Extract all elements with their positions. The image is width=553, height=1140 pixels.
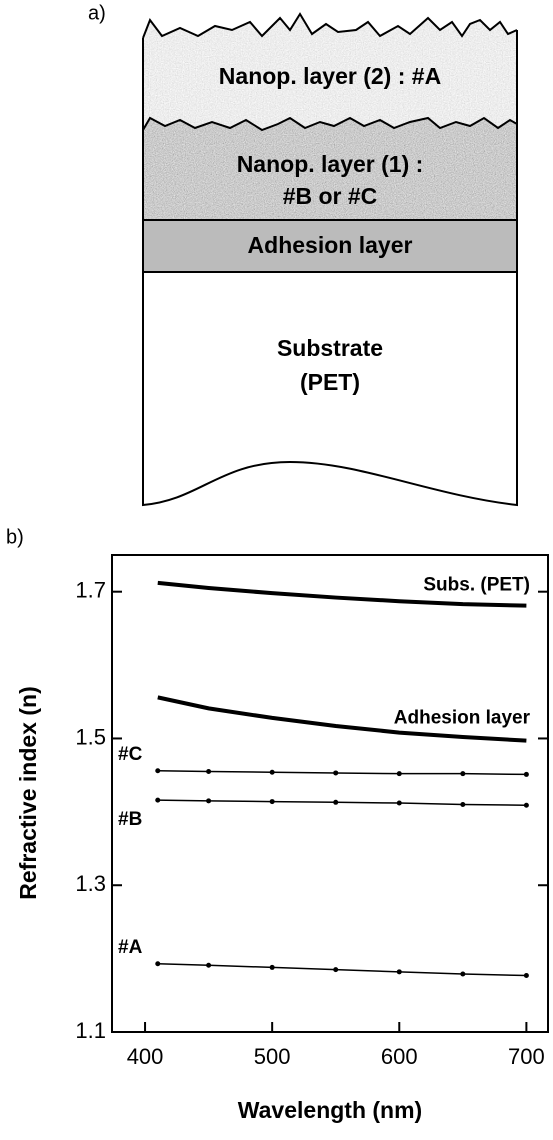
x-axis-label: Wavelength (nm) — [238, 1097, 422, 1123]
point — [206, 768, 212, 774]
series-label: #A — [118, 937, 143, 958]
point — [523, 802, 529, 808]
y-tick-label: 1.5 — [75, 724, 106, 749]
panel-label: a) — [88, 2, 106, 24]
x-tick-label: 700 — [508, 1044, 545, 1069]
point — [269, 769, 275, 775]
y-tick-label: 1.1 — [75, 1018, 106, 1043]
y-axis-label: Refractive index (n) — [15, 686, 41, 899]
series-label: Subs. (PET) — [423, 575, 530, 596]
point — [206, 798, 212, 804]
series-line — [157, 963, 527, 977]
series-label: #C — [118, 744, 143, 765]
layer-label: Nanop. layer (1) : — [237, 151, 424, 177]
point — [523, 771, 529, 777]
x-tick-label: 500 — [254, 1044, 291, 1069]
point — [269, 799, 275, 805]
substrate-layer — [142, 271, 518, 507]
point — [396, 969, 402, 975]
surface-outline — [142, 12, 518, 39]
layer-label: #B or #C — [283, 183, 378, 209]
point — [396, 800, 402, 806]
x-tick-label: 400 — [127, 1044, 164, 1069]
series-line — [157, 580, 527, 608]
y-tick-label: 1.3 — [75, 871, 106, 896]
point — [155, 768, 161, 774]
series-label: Adhesion layer — [394, 708, 531, 729]
adhesion-layer — [142, 219, 518, 273]
series-line — [157, 695, 527, 743]
series-line — [157, 770, 527, 776]
point — [269, 964, 275, 970]
point — [333, 770, 339, 776]
point — [333, 799, 339, 805]
panel-label: b) — [6, 526, 24, 548]
point — [206, 962, 212, 968]
layer-label: (PET) — [300, 369, 360, 395]
interface-outline — [142, 116, 518, 132]
point — [460, 771, 466, 777]
layer-label: Substrate — [277, 335, 383, 361]
point — [155, 961, 161, 967]
layer-1 — [143, 118, 517, 220]
layer-label: Adhesion layer — [248, 232, 413, 258]
layer-2 — [143, 14, 517, 130]
x-tick-label: 600 — [381, 1044, 418, 1069]
point — [460, 802, 466, 808]
point — [396, 771, 402, 777]
layer-label: Nanop. layer (2) : #A — [219, 63, 441, 89]
series-label: #B — [118, 809, 142, 830]
plot-frame — [111, 554, 549, 1033]
point — [155, 797, 161, 803]
y-tick-label: 1.7 — [75, 578, 106, 603]
point — [333, 967, 339, 973]
layer-diagram: a) Nanop. layer (2) : #A Nanop. layer (1… — [88, 2, 518, 507]
point — [523, 972, 529, 978]
series-line — [157, 799, 527, 806]
point — [460, 971, 466, 977]
